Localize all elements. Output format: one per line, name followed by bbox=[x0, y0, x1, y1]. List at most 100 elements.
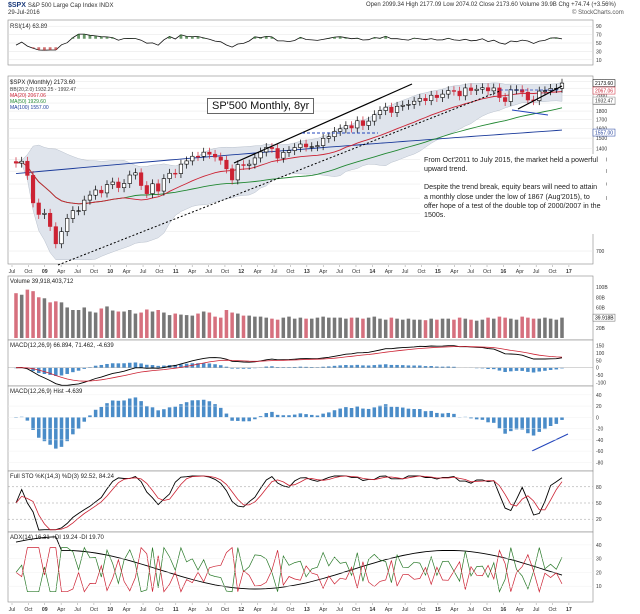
annotation-paragraph-1: From Oct'2011 to July 2015, the market h… bbox=[424, 156, 598, 174]
macd-hist-bar bbox=[281, 367, 286, 368]
ma20-line bbox=[15, 91, 563, 205]
volume-tick-label: 20B bbox=[596, 326, 606, 332]
hist-bar bbox=[321, 413, 325, 418]
x-axis-label: 10 bbox=[107, 269, 113, 275]
hist-bar bbox=[287, 415, 291, 418]
candle-body bbox=[366, 120, 371, 126]
candle-body bbox=[156, 183, 161, 192]
volume-bar bbox=[304, 318, 308, 338]
candle-body bbox=[275, 148, 280, 159]
volume-bar bbox=[71, 310, 75, 338]
rsi-panel: RSI(14) 63.89 90 70 50 30 10 bbox=[7, 19, 602, 66]
volume-bar bbox=[514, 319, 519, 338]
hist-bar bbox=[480, 417, 485, 420]
hist-bar bbox=[167, 407, 172, 418]
x-axis-label: Jul bbox=[271, 269, 278, 275]
volume-bar bbox=[196, 313, 200, 338]
macd-tick-label: -100 bbox=[596, 381, 606, 387]
hist-bar bbox=[179, 404, 183, 418]
volume-bar bbox=[321, 316, 325, 338]
volume-panel: Volume 39,918,403,712 100B80B60B40B20B39… bbox=[7, 275, 616, 341]
rsi-tick-label: 70 bbox=[596, 33, 602, 39]
hist-bar bbox=[423, 411, 428, 418]
volume-bar bbox=[497, 316, 502, 338]
hist-bar bbox=[230, 417, 234, 421]
volume-bar bbox=[110, 310, 115, 338]
x-axis-label: 12 bbox=[238, 269, 244, 275]
chart-title-box: SP'500 Monthly, 8yr bbox=[207, 98, 315, 114]
macd-hist-bar bbox=[446, 366, 451, 368]
x-axis-label: 14 bbox=[369, 269, 375, 275]
candle-body bbox=[326, 136, 331, 139]
volume-bar bbox=[145, 309, 149, 338]
macd-hist-bar bbox=[207, 363, 212, 368]
hist-bar bbox=[207, 401, 212, 418]
volume-tick-label: 80B bbox=[596, 295, 606, 301]
volume-bar bbox=[281, 317, 286, 338]
volume-bar bbox=[435, 319, 439, 338]
macd-tick-label: 0 bbox=[596, 366, 599, 372]
hist-bar bbox=[145, 406, 149, 418]
candle-body bbox=[468, 87, 474, 91]
macd-tick-label: 150 bbox=[596, 343, 605, 349]
volume-bar bbox=[429, 318, 433, 338]
x-axis-label: Oct bbox=[24, 607, 33, 613]
volume-bar bbox=[457, 317, 462, 338]
volume-bar bbox=[486, 317, 490, 338]
candle-body bbox=[423, 98, 428, 101]
x-axis-label: Oct bbox=[286, 269, 295, 275]
volume-bar bbox=[127, 310, 132, 338]
macd-hist-bar bbox=[412, 365, 416, 368]
macd-hist-bar bbox=[179, 364, 183, 368]
x-axis-label: 14 bbox=[369, 607, 375, 613]
volume-bar bbox=[258, 316, 263, 338]
candle-body bbox=[286, 150, 292, 153]
x-axis-label: Apr bbox=[450, 269, 458, 275]
hist-bar bbox=[201, 399, 206, 418]
macd-hist-bar bbox=[440, 366, 445, 368]
hist-bar bbox=[224, 413, 229, 418]
macd-hist-bar bbox=[531, 367, 536, 373]
volume-bar bbox=[236, 313, 240, 338]
volume-bar bbox=[509, 318, 513, 338]
candle-body bbox=[451, 90, 457, 92]
x-axis-label: Oct bbox=[417, 269, 426, 275]
candle-body bbox=[70, 210, 75, 219]
price-label: $SPX (Monthly) 2173.60 bbox=[10, 80, 76, 86]
x-axis-label: Oct bbox=[549, 607, 558, 613]
candle-body bbox=[542, 90, 548, 92]
volume-bar bbox=[531, 318, 536, 338]
x-axis-label: 17 bbox=[566, 269, 572, 275]
hist-bar bbox=[213, 404, 217, 418]
hist-bar bbox=[264, 413, 269, 418]
x-axis-label: Apr bbox=[319, 269, 327, 275]
x-axis-label: Oct bbox=[286, 607, 295, 613]
price-tick-label: 700 bbox=[596, 249, 605, 255]
macd-hist-bar bbox=[503, 367, 507, 373]
macd-tick-label: 50 bbox=[596, 358, 602, 364]
candle-body bbox=[292, 147, 297, 151]
x-axis-label: Jul bbox=[533, 607, 540, 613]
volume-bar bbox=[406, 318, 411, 338]
hist-bar bbox=[304, 414, 308, 418]
hist-bar bbox=[82, 417, 87, 422]
candle-body bbox=[412, 100, 417, 105]
rsi-tick-label: 90 bbox=[596, 24, 602, 30]
macd-panel: MACD(12,26,9) 66.894, 71.462, -4.639 150… bbox=[7, 339, 606, 387]
candle-body bbox=[207, 151, 212, 155]
macd-hist-bar bbox=[520, 367, 524, 371]
volume-bar bbox=[332, 317, 337, 338]
hist-bar bbox=[446, 412, 451, 418]
hist-bar bbox=[218, 407, 223, 418]
macd-hist-bar bbox=[145, 364, 149, 368]
hist-bar bbox=[332, 410, 337, 418]
x-axis-label: Apr bbox=[385, 607, 393, 613]
volume-bar bbox=[230, 312, 234, 338]
hist-bar bbox=[105, 403, 109, 418]
volume-label: Volume 39,918,403,712 bbox=[10, 279, 74, 285]
x-axis-label: 13 bbox=[304, 269, 310, 275]
candle-body bbox=[104, 184, 110, 194]
x-axis-label: Apr bbox=[57, 607, 65, 613]
hist-bar bbox=[418, 409, 422, 418]
